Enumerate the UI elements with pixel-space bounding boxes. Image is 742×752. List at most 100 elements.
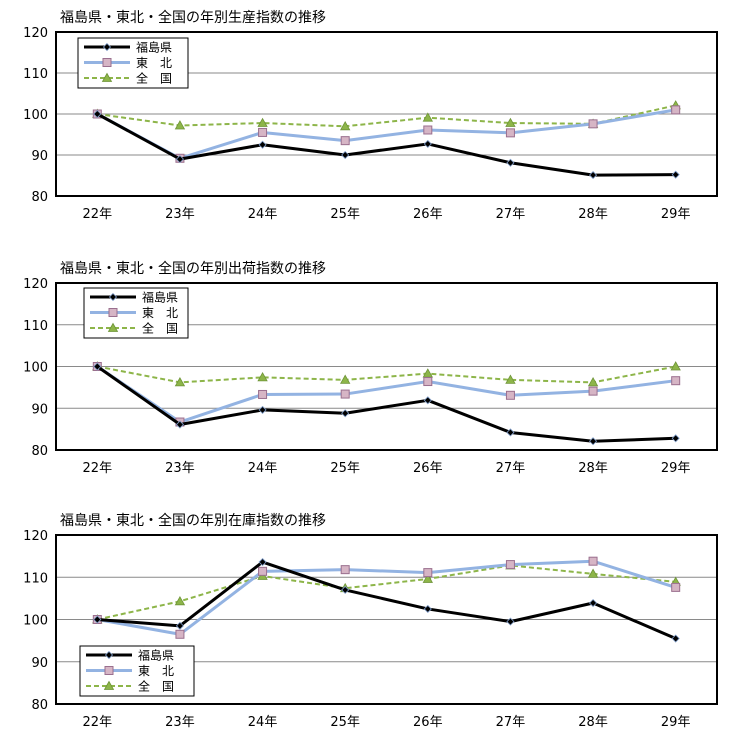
chart1-point-tohoku-3: [340, 136, 350, 146]
chart2-point-zenkoku-1: [174, 377, 186, 387]
chart1-xtick-1: 23年: [165, 207, 195, 222]
chart1-line-zenkoku: [97, 104, 676, 128]
chart2-point-tohoku-3: [340, 389, 350, 399]
chart3-plot-frame: [55, 534, 718, 705]
chart2-point-tohoku-7: [671, 376, 681, 386]
chart1-point-zenkoku-3: [340, 120, 351, 131]
chart1-legend-marker-zenkoku: [101, 72, 113, 82]
chart1-ytick-90: 90: [31, 149, 48, 164]
chart3-legend-marker-zenkoku: [103, 680, 115, 690]
chart3-point-tohoku-5: [505, 560, 515, 570]
chart2-line-fukushima: [96, 365, 676, 443]
chart1-title: 福島県・東北・全国の年別生産指数の推移: [60, 9, 326, 26]
chart3-point-tohoku-7: [671, 582, 681, 592]
chart3-point-fukushima-5: [506, 617, 515, 626]
chart1-point-tohoku-4: [423, 125, 433, 135]
chart2-legend-label-tohoku: 東 北: [142, 306, 178, 320]
chart2-point-zenkoku-7: [670, 361, 681, 371]
chart3-legend-label-tohoku: 東 北: [138, 664, 174, 678]
chart1-legend-label-fukushima: 福島県: [136, 40, 172, 55]
chart1-xtick-0: 22年: [83, 207, 113, 222]
chart2-point-tohoku-4: [423, 377, 433, 387]
chart2-point-tohoku-5: [505, 390, 515, 400]
chart2-ytick-100: 100: [23, 361, 48, 376]
chart1-point-fukushima-3: [341, 150, 350, 160]
chart2-legend-label-zenkoku: 全 国: [142, 321, 178, 336]
chart1-point-tohoku-7: [671, 105, 681, 115]
chart2-point-fukushima-0: [93, 362, 102, 371]
chart2-xtick-7: 29年: [661, 461, 691, 476]
chart2-point-zenkoku-6: [587, 377, 599, 387]
chart2-xtick-4: 26年: [413, 461, 443, 476]
chart3-point-tohoku-6: [588, 556, 598, 566]
chart2-xtick-3: 25年: [330, 461, 360, 476]
chart2-ytick-110: 110: [23, 319, 48, 334]
chart2-point-zenkoku-3: [340, 374, 351, 384]
chart3-ytick-120: 120: [23, 529, 48, 544]
chart1-point-zenkoku-2: [257, 117, 268, 127]
chart1-ytick-80: 80: [31, 190, 48, 205]
chart2-xtick-6: 28年: [578, 461, 608, 476]
chart2-ytick-120: 120: [23, 277, 48, 292]
chart2-legend-marker-zenkoku: [107, 322, 119, 332]
chart1-ytick-110: 110: [23, 67, 48, 82]
chart2-ytick-80: 80: [31, 444, 48, 459]
chart2-title: 福島県・東北・全国の年別出荷指数の推移: [60, 260, 326, 277]
chart2-xtick-5: 27年: [496, 461, 526, 476]
chart1-legend-marker-tohoku: [102, 58, 112, 67]
chart2-line-tohoku: [96, 365, 676, 424]
chart2-plot-frame: [55, 282, 718, 451]
chart2-point-fukushima-3: [341, 409, 350, 418]
chart3-point-zenkoku-1: [174, 596, 186, 606]
chart2-point-fukushima-2: [258, 405, 267, 414]
chart3-xtick-5: 27年: [496, 715, 526, 730]
chart3-xtick-2: 24年: [248, 715, 278, 730]
chart1-point-tohoku-6: [588, 119, 598, 129]
chart2-point-fukushima-6: [588, 437, 598, 446]
chart3-point-tohoku-2: [258, 566, 268, 576]
chart1-legend-label-zenkoku: 全 国: [136, 71, 172, 86]
chart1-line-tohoku: [96, 108, 676, 160]
chart3-point-zenkoku-6: [587, 568, 599, 578]
chart1-point-zenkoku-5: [505, 117, 516, 127]
chart1-point-fukushima-4: [423, 139, 432, 148]
chart3-point-fukushima-7: [671, 634, 680, 643]
chart3-legend-label-zenkoku: 全 国: [138, 679, 174, 694]
chart1-xtick-7: 29年: [661, 207, 691, 222]
chart1-point-zenkoku-4: [422, 112, 433, 122]
chart3-ytick-110: 110: [23, 571, 48, 586]
chart2-xtick-0: 22年: [83, 461, 113, 476]
chart3-title: 福島県・東北・全国の年別在庫指数の推移: [60, 512, 326, 529]
chart3-legend-label-fukushima: 福島県: [138, 648, 174, 663]
chart1-xtick-3: 25年: [330, 207, 360, 222]
chart3-point-fukushima-6: [588, 598, 598, 608]
chart1-point-tohoku-2: [258, 127, 268, 137]
chart1-point-fukushima-1: [175, 155, 185, 164]
chart3-xtick-3: 25年: [330, 715, 360, 730]
chart1-xtick-5: 27年: [496, 207, 526, 222]
chart2-ytick-90: 90: [31, 402, 48, 417]
chart2-legend-label-fukushima: 福島県: [142, 290, 178, 305]
chart3-point-zenkoku-4: [422, 573, 433, 583]
chart2-legend-marker-tohoku: [108, 308, 118, 317]
chart2-point-tohoku-2: [258, 389, 268, 399]
chart1-point-zenkoku-1: [174, 120, 186, 130]
chart3-legend-marker-tohoku: [104, 666, 114, 675]
chart2-point-zenkoku-5: [505, 374, 516, 384]
chart3-point-tohoku-3: [340, 565, 350, 575]
chart2-point-tohoku-6: [588, 386, 598, 396]
chart2-point-fukushima-1: [175, 420, 185, 429]
chart1-point-fukushima-5: [506, 158, 515, 167]
chart2-point-fukushima-7: [671, 434, 680, 443]
chart3-xtick-6: 28年: [578, 715, 608, 730]
chart3-ytick-80: 80: [31, 698, 48, 713]
chart1-point-fukushima-6: [588, 171, 598, 180]
chart3-line-fukushima: [97, 560, 677, 640]
chart1-xtick-2: 24年: [248, 207, 278, 222]
chart3-point-fukushima-4: [423, 604, 432, 614]
chart1-xtick-4: 26年: [413, 207, 443, 222]
chart1-xtick-6: 28年: [578, 207, 608, 222]
chart2-xtick-1: 23年: [165, 461, 195, 476]
chart3-point-tohoku-4: [423, 568, 433, 578]
chart1-point-tohoku-5: [505, 128, 515, 138]
